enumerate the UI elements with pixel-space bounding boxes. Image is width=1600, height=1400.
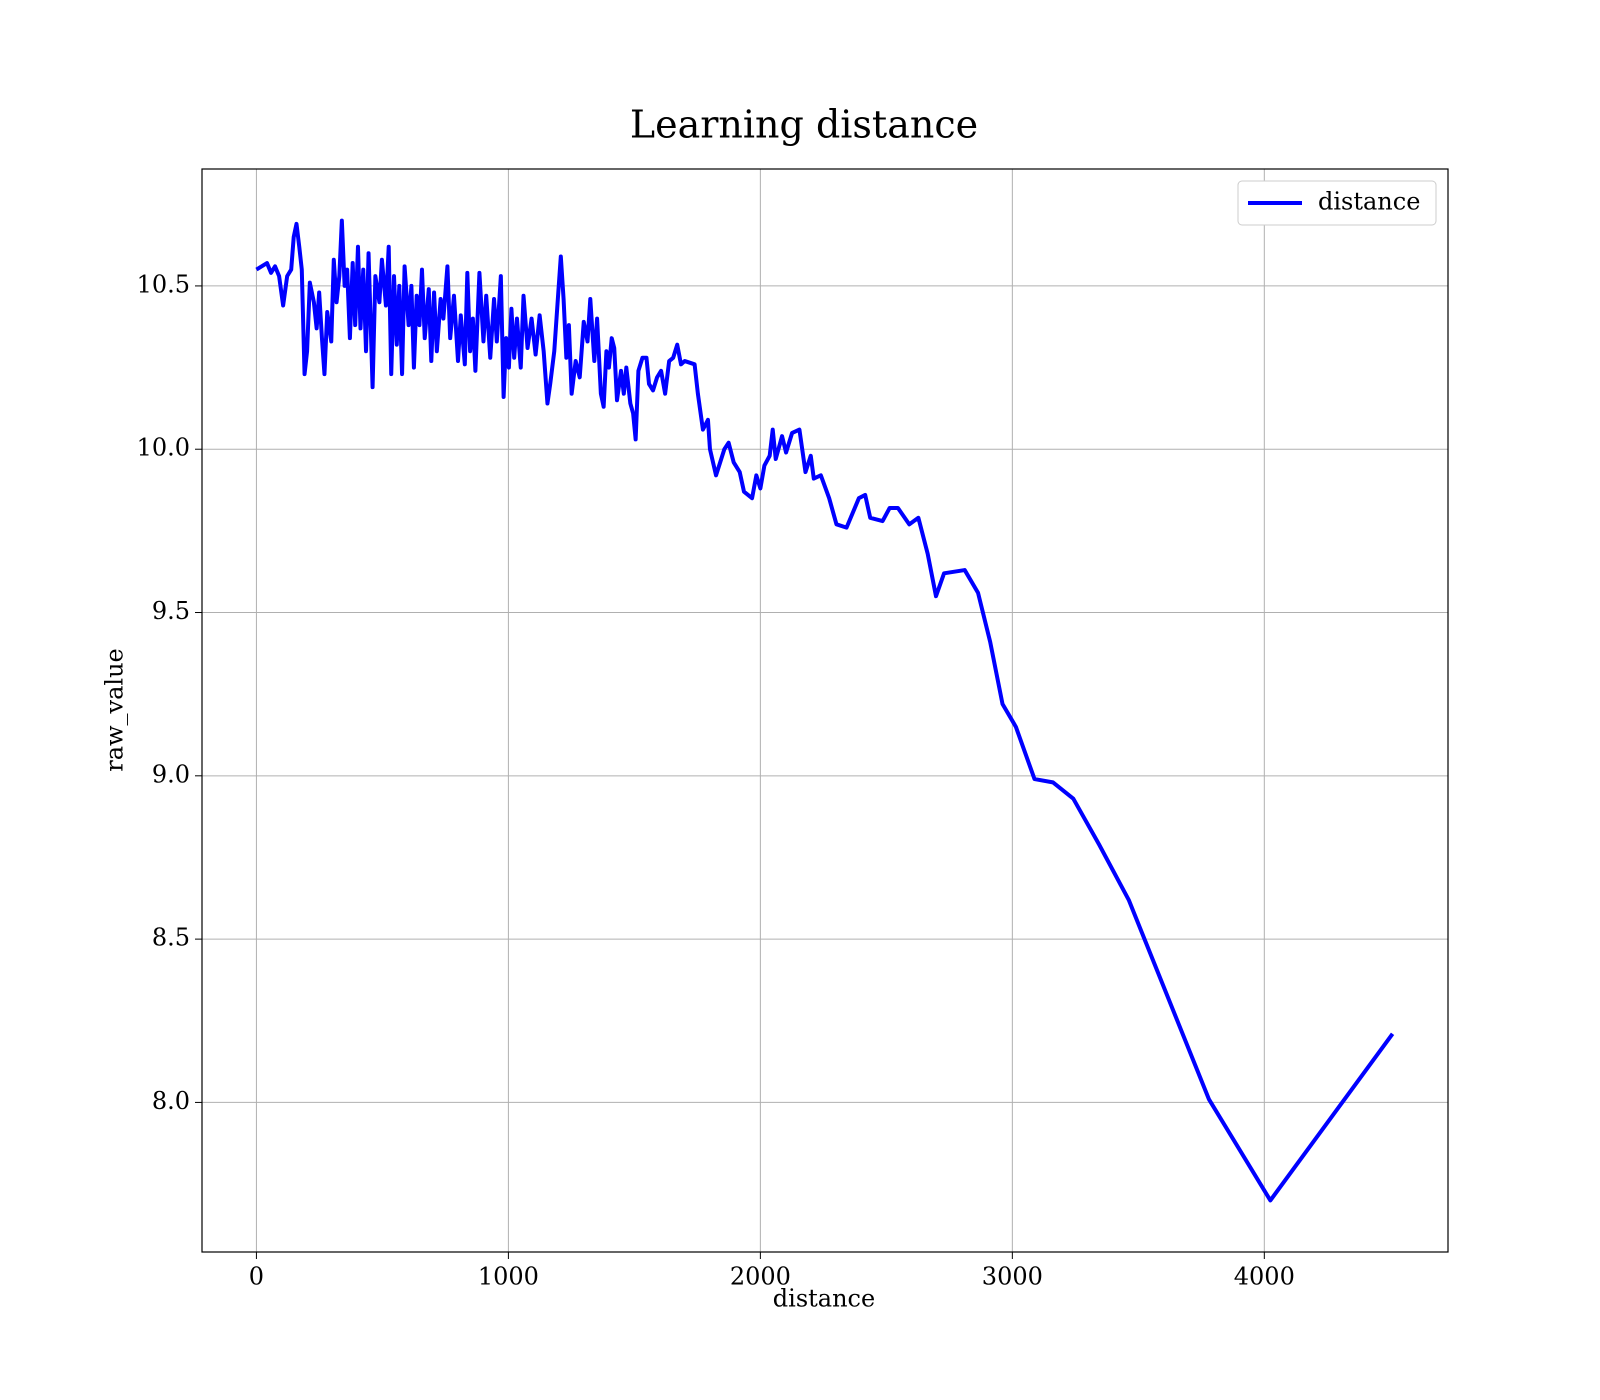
x-tick-label: 3000 xyxy=(982,1263,1043,1291)
legend-label: distance xyxy=(1318,188,1420,216)
x-tick-label: 2000 xyxy=(730,1263,791,1291)
y-tick-label: 8.5 xyxy=(152,924,190,952)
plot-frame xyxy=(201,168,1449,1253)
chart-title: Learning distance xyxy=(630,103,978,147)
y-tick-label: 10.0 xyxy=(137,434,190,462)
y-tick-label: 9.0 xyxy=(152,760,190,788)
x-tick-label: 4000 xyxy=(1234,1263,1295,1291)
legend-box xyxy=(1237,180,1437,226)
x-tick-label: 1000 xyxy=(478,1263,539,1291)
data-line xyxy=(255,218,1395,1203)
x-tick-label: 0 xyxy=(249,1263,264,1291)
y-tick-label: 8.0 xyxy=(152,1087,190,1115)
x-axis-label: distance xyxy=(773,1285,875,1313)
y-tick-label: 10.5 xyxy=(137,270,190,298)
y-tick-label: 9.5 xyxy=(152,597,190,625)
y-axis-label: raw_value xyxy=(101,648,129,772)
